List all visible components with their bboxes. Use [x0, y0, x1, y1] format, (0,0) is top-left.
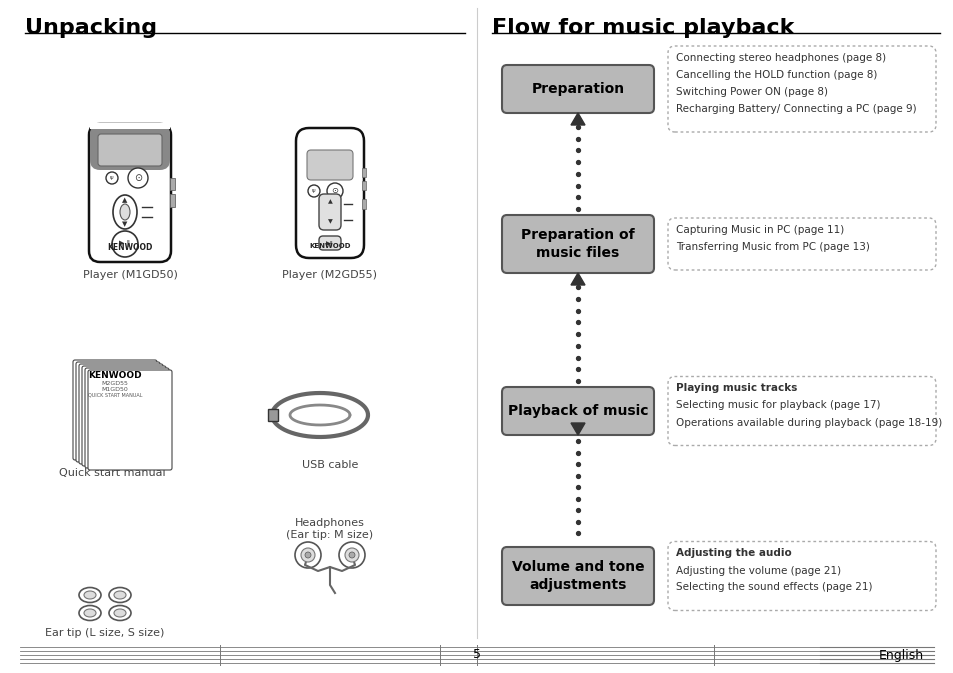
Text: Flow for music playback: Flow for music playback [492, 18, 794, 38]
Text: Ear tip (L size, S size): Ear tip (L size, S size) [45, 628, 165, 638]
Text: Operations available during playback (page 18-19): Operations available during playback (pa… [676, 417, 942, 427]
Bar [361, 181, 366, 190]
Ellipse shape [112, 195, 137, 229]
Text: Player (M1GD50): Player (M1GD50) [83, 270, 177, 280]
FancyBboxPatch shape [501, 65, 654, 113]
Text: KENWOOD: KENWOOD [309, 243, 351, 249]
FancyBboxPatch shape [667, 218, 935, 270]
Circle shape [345, 548, 358, 562]
Bar [268, 409, 277, 421]
Text: ▶ ‖: ▶ ‖ [119, 240, 131, 248]
FancyBboxPatch shape [501, 387, 654, 435]
FancyBboxPatch shape [89, 124, 171, 262]
Text: Connecting stereo headphones (page 8): Connecting stereo headphones (page 8) [676, 53, 885, 63]
Text: Quick start manual: Quick start manual [59, 468, 165, 478]
Bar [90, 123, 170, 129]
FancyBboxPatch shape [501, 547, 654, 605]
Text: ⊙: ⊙ [133, 173, 142, 183]
Circle shape [305, 552, 311, 558]
FancyBboxPatch shape [85, 368, 169, 468]
Ellipse shape [113, 591, 126, 599]
Circle shape [112, 231, 138, 257]
FancyBboxPatch shape [82, 366, 166, 466]
FancyBboxPatch shape [667, 46, 935, 132]
Ellipse shape [109, 588, 131, 602]
Text: Recharging Battery/ Connecting a PC (page 9): Recharging Battery/ Connecting a PC (pag… [676, 104, 916, 114]
Ellipse shape [84, 591, 96, 599]
Text: ψ: ψ [111, 176, 113, 180]
Text: Adjusting the volume (page 21): Adjusting the volume (page 21) [676, 565, 841, 575]
FancyBboxPatch shape [90, 124, 170, 170]
Circle shape [308, 185, 319, 197]
Text: Transferring Music from PC (page 13): Transferring Music from PC (page 13) [676, 242, 869, 252]
Text: Playing music tracks: Playing music tracks [676, 384, 797, 394]
Text: Playback of music: Playback of music [507, 404, 648, 418]
Text: ⊙: ⊙ [331, 186, 338, 195]
Text: KENWOOD: KENWOOD [107, 243, 152, 252]
Bar [170, 194, 174, 207]
Ellipse shape [109, 606, 131, 621]
Circle shape [349, 552, 355, 558]
FancyBboxPatch shape [88, 370, 172, 470]
Text: Player (M2GD55): Player (M2GD55) [282, 270, 377, 280]
Ellipse shape [113, 609, 126, 617]
Circle shape [294, 542, 320, 568]
Circle shape [106, 172, 118, 184]
Text: Preparation of
music files: Preparation of music files [520, 228, 634, 260]
FancyBboxPatch shape [79, 364, 163, 464]
Text: M1GD50: M1GD50 [102, 387, 129, 392]
Ellipse shape [84, 609, 96, 617]
Polygon shape [571, 273, 584, 285]
FancyBboxPatch shape [667, 376, 935, 446]
Circle shape [327, 183, 343, 199]
Polygon shape [571, 423, 584, 435]
Ellipse shape [120, 204, 130, 220]
Text: Selecting the sound effects (page 21): Selecting the sound effects (page 21) [676, 583, 872, 592]
Text: 5: 5 [473, 649, 480, 662]
Text: Unpacking: Unpacking [25, 18, 157, 38]
FancyBboxPatch shape [98, 134, 162, 166]
Circle shape [128, 168, 148, 188]
Text: Switching Power ON (page 8): Switching Power ON (page 8) [676, 87, 827, 97]
Text: ψ: ψ [312, 188, 315, 194]
Text: ▲: ▲ [327, 199, 332, 205]
Text: English: English [878, 649, 923, 662]
FancyBboxPatch shape [501, 215, 654, 273]
FancyBboxPatch shape [318, 194, 340, 230]
Text: Selecting music for playback (page 17): Selecting music for playback (page 17) [676, 400, 880, 411]
Ellipse shape [79, 588, 101, 602]
FancyBboxPatch shape [667, 542, 935, 610]
Bar [361, 168, 366, 178]
FancyBboxPatch shape [76, 362, 160, 462]
Text: ▶‖: ▶‖ [326, 240, 334, 246]
Ellipse shape [79, 606, 101, 621]
Text: Volume and tone
adjustments: Volume and tone adjustments [511, 560, 643, 592]
Text: ▼: ▼ [327, 219, 332, 225]
Polygon shape [571, 113, 584, 125]
Text: ▲: ▲ [122, 197, 128, 203]
Bar [361, 199, 366, 209]
Text: ▼: ▼ [122, 221, 128, 227]
Text: QUICK START MANUAL: QUICK START MANUAL [88, 393, 142, 398]
Text: Capturing Music in PC (page 11): Capturing Music in PC (page 11) [676, 225, 843, 235]
Text: M2GD55: M2GD55 [101, 381, 129, 386]
FancyBboxPatch shape [318, 236, 340, 250]
Circle shape [338, 542, 365, 568]
Text: Cancelling the HOLD function (page 8): Cancelling the HOLD function (page 8) [676, 70, 877, 80]
Text: USB cable: USB cable [301, 460, 357, 470]
FancyBboxPatch shape [73, 360, 157, 460]
Text: Headphones
(Ear tip: M size): Headphones (Ear tip: M size) [286, 518, 374, 540]
Text: Preparation: Preparation [531, 82, 624, 96]
Text: KENWOOD: KENWOOD [88, 371, 142, 380]
Text: Adjusting the audio: Adjusting the audio [676, 548, 791, 559]
FancyBboxPatch shape [295, 128, 364, 258]
FancyBboxPatch shape [307, 150, 353, 180]
Circle shape [301, 548, 314, 562]
Bar [170, 178, 174, 190]
